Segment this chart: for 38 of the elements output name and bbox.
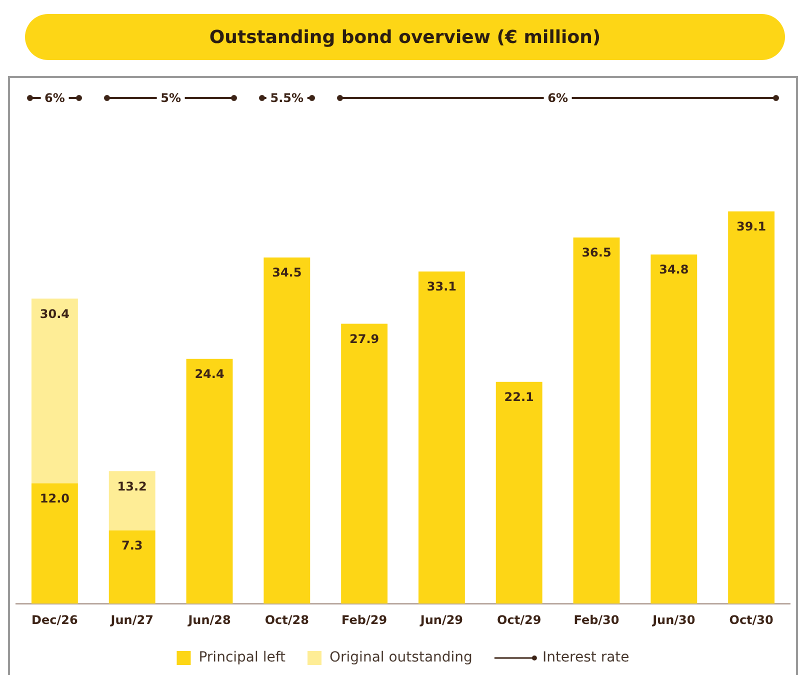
x-tick-label: Dec/26: [32, 612, 78, 627]
bar: [728, 211, 775, 604]
data-label: 39.1: [736, 219, 766, 234]
bar: [264, 258, 310, 604]
bar: [341, 324, 388, 604]
x-tick-label: Jun/27: [110, 612, 154, 627]
data-label: 34.5: [272, 266, 302, 280]
data-label: 24.4: [194, 366, 224, 381]
total-label: 30.4: [40, 306, 70, 321]
x-tick-label: Oct/30: [729, 612, 774, 627]
x-tick-label: Oct/28: [264, 612, 309, 627]
bar: [418, 272, 465, 604]
legend-label: Original outstanding: [330, 650, 472, 666]
data-label: 27.9: [349, 332, 380, 346]
legend-label: Principal left: [198, 650, 286, 666]
data-label: 22.1: [504, 390, 534, 404]
bar: [31, 483, 78, 604]
x-tick-label: Feb/29: [342, 612, 388, 627]
text: Interest rate: [542, 650, 630, 666]
bar: [650, 254, 698, 604]
bar: [496, 382, 542, 604]
total-label: 13.2: [117, 479, 147, 494]
bar: [573, 237, 620, 604]
x-tick-label: Oct/29: [497, 612, 542, 627]
x-tick-label: Jun/28: [187, 612, 231, 627]
data-label: 34.8: [659, 262, 689, 277]
bar: [108, 471, 156, 530]
chart-title: Outstanding bond overview (€ million): [25, 14, 785, 60]
x-tick-label: Feb/30: [574, 612, 620, 627]
bar: [186, 358, 233, 604]
bar: [108, 530, 156, 604]
data-label: 36.5: [582, 246, 612, 260]
bar: [31, 298, 78, 484]
x-tick-label: Jun/30: [652, 612, 696, 627]
data-label: 7.3: [121, 538, 143, 552]
data-label: 12.0: [40, 491, 70, 506]
x-tick-label: Jun/29: [419, 612, 464, 627]
data-label: 33.1: [426, 280, 457, 294]
